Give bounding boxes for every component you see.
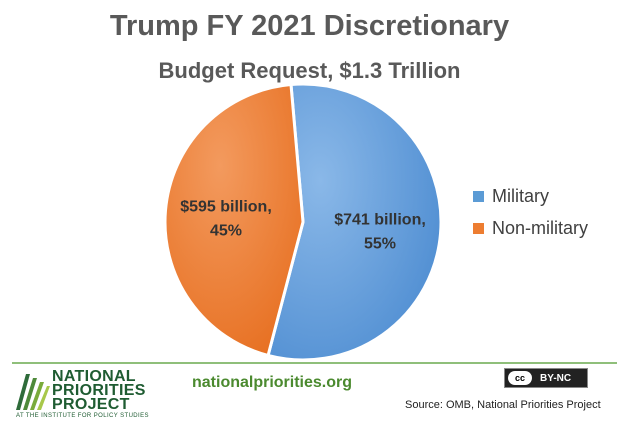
cc-icon: cc xyxy=(508,371,532,385)
npp-logo: NATIONAL PRIORITIES PROJECT AT THE INSTI… xyxy=(14,368,184,420)
chart-subtitle: Budget Request, $1.3 Trillion xyxy=(158,58,461,83)
license-text: BY-NC xyxy=(540,372,572,384)
legend-swatch-non-military xyxy=(473,222,484,234)
chart-title: Trump FY 2021 Discretionary xyxy=(109,10,510,42)
logo-line-3: PROJECT xyxy=(52,396,130,413)
logo-line-2: PRIORITIES xyxy=(52,382,146,399)
legend-item-non-military: Non-military xyxy=(473,212,588,244)
source-note: Source: OMB, National Priorities Project xyxy=(405,399,601,411)
cc-license-badge: cc BY-NC xyxy=(504,368,588,388)
legend: Military Non-military xyxy=(473,180,588,244)
logo-line-1: NATIONAL xyxy=(52,368,136,385)
legend-label-military: Military xyxy=(492,185,549,206)
pie-slice-non-military xyxy=(163,82,305,358)
website-link[interactable]: nationalpriorities.org xyxy=(192,374,353,391)
slice-label-non-military: $595 billion, 45% xyxy=(180,198,272,239)
logo-tagline: AT THE INSTITUTE FOR POLICY STUDIES xyxy=(16,413,149,419)
legend-item-military: Military xyxy=(473,180,588,212)
npp-logo-icon xyxy=(16,374,50,410)
legend-label-non-military: Non-military xyxy=(492,217,589,238)
legend-swatch-military xyxy=(473,190,484,202)
slice-label-military: $741 billion, 55% xyxy=(334,212,426,253)
logo-wordmark: NATIONAL PRIORITIES PROJECT xyxy=(52,368,146,413)
footer-divider xyxy=(12,362,617,364)
pie-slice-military xyxy=(266,82,443,362)
